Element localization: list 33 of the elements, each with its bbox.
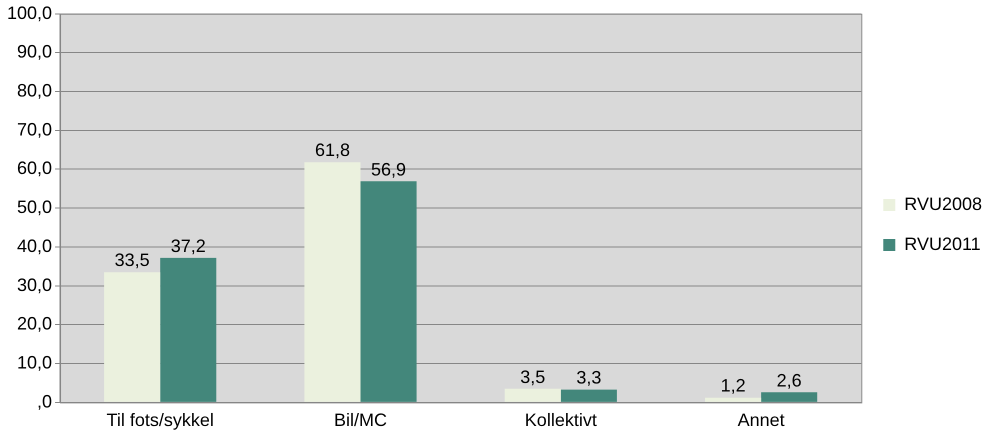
y-tick-label: 10,0 <box>16 352 52 373</box>
data-label: 3,5 <box>520 366 546 387</box>
bar <box>360 181 417 402</box>
data-label: 37,2 <box>170 236 206 256</box>
y-tick-label: 20,0 <box>16 314 52 334</box>
y-tick-label: 40,0 <box>16 236 52 256</box>
x-tick-label: Til fots/sykkel <box>106 410 214 430</box>
data-label: 56,9 <box>371 159 406 180</box>
data-label: 33,5 <box>114 250 150 270</box>
y-tick-label: 60,0 <box>16 158 52 178</box>
bar <box>104 272 160 402</box>
y-tick-label: 30,0 <box>16 274 52 295</box>
y-tick-label: 70,0 <box>16 119 52 140</box>
legend-label: RVU2011 <box>904 234 981 254</box>
y-tick-label: ,0 <box>37 391 52 412</box>
bar <box>160 258 216 402</box>
y-tick-label: 100,0 <box>6 2 52 23</box>
bar <box>560 390 617 402</box>
bar <box>761 392 818 402</box>
bar <box>304 162 361 402</box>
legend-label: RVU2008 <box>904 194 982 214</box>
y-tick-label: 50,0 <box>16 197 52 218</box>
y-tick-label: 90,0 <box>16 42 52 62</box>
data-label: 61,8 <box>314 140 350 160</box>
bar <box>705 398 762 402</box>
x-tick-label: Kollektivt <box>524 410 597 430</box>
x-tick-label: Bil/MC <box>334 410 388 430</box>
data-label: 1,2 <box>720 376 746 396</box>
x-tick-label: Annet <box>738 410 785 430</box>
bar <box>504 388 561 402</box>
data-label: 2,6 <box>776 370 802 390</box>
data-label: 3,3 <box>576 368 602 388</box>
y-tick-label: 80,0 <box>16 80 52 100</box>
